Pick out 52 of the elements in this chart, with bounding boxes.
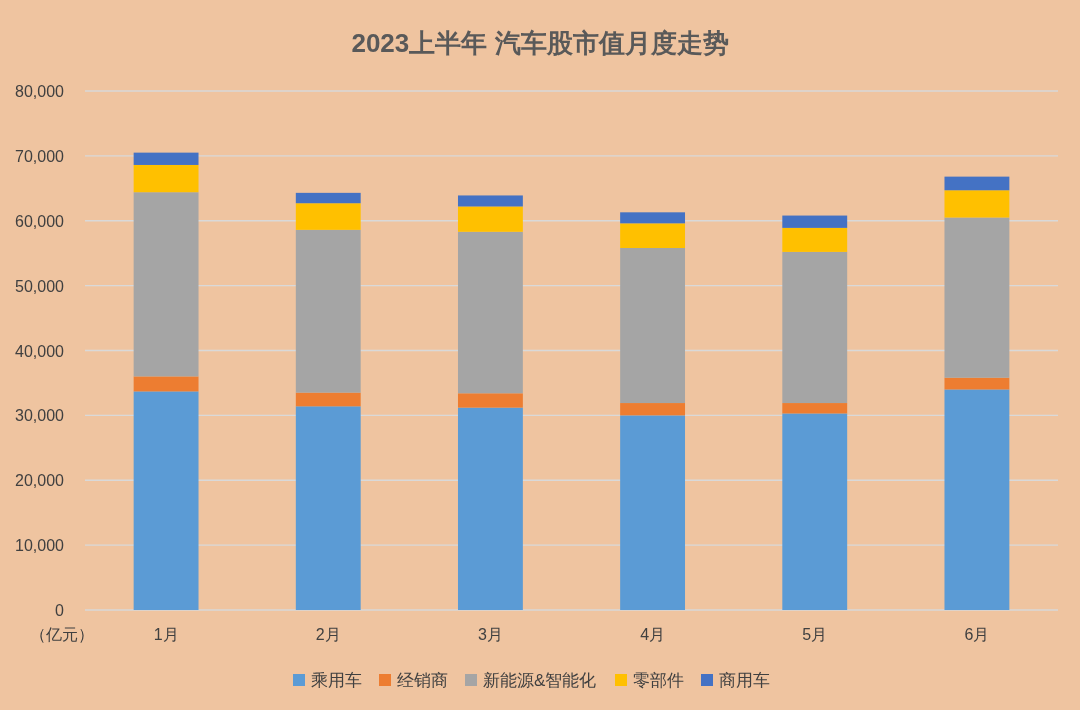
bar bbox=[944, 389, 1010, 610]
bar bbox=[782, 251, 848, 404]
bar bbox=[295, 192, 361, 204]
x-tick-label: 3月 bbox=[477, 626, 503, 643]
y-tick-label: 50,000 bbox=[15, 277, 65, 295]
x-tick-label: 2月 bbox=[315, 626, 341, 643]
legend-label: 商用车 bbox=[719, 671, 770, 690]
bar bbox=[457, 407, 523, 610]
bar bbox=[295, 203, 361, 230]
bar bbox=[133, 391, 199, 610]
bar bbox=[944, 190, 1010, 218]
bar bbox=[944, 217, 1010, 378]
legend-label: 经销商 bbox=[397, 671, 448, 690]
bar bbox=[782, 413, 848, 610]
bar bbox=[620, 403, 686, 416]
bar bbox=[457, 393, 523, 408]
bar bbox=[782, 403, 848, 414]
y-axis-title: （亿元） bbox=[30, 626, 94, 643]
bar bbox=[133, 152, 199, 165]
y-tick-label: 0 bbox=[55, 602, 65, 619]
legend-label: 零部件 bbox=[633, 671, 684, 690]
y-tick-label: 40,000 bbox=[15, 342, 65, 360]
bar bbox=[295, 229, 361, 393]
x-tick-label: 5月 bbox=[802, 626, 828, 643]
y-tick-label: 80,000 bbox=[15, 83, 65, 100]
bar bbox=[133, 376, 199, 392]
bar bbox=[295, 406, 361, 610]
y-tick-label: 70,000 bbox=[15, 147, 65, 165]
chart-title: 2023上半年 汽车股市值月度走势 bbox=[351, 28, 729, 58]
bar bbox=[782, 215, 848, 228]
y-tick-label: 20,000 bbox=[15, 472, 65, 490]
bar bbox=[457, 206, 523, 232]
bar bbox=[620, 212, 686, 224]
bar bbox=[620, 248, 686, 404]
bar bbox=[620, 223, 686, 248]
bar bbox=[133, 164, 199, 193]
x-tick-label: 6月 bbox=[964, 626, 990, 643]
bar bbox=[944, 377, 1010, 390]
x-tick-label: 1月 bbox=[153, 626, 179, 643]
bar bbox=[457, 231, 523, 394]
y-tick-label: 10,000 bbox=[15, 537, 65, 555]
bar bbox=[457, 195, 523, 207]
bar bbox=[295, 392, 361, 407]
y-tick-label: 30,000 bbox=[15, 407, 65, 425]
bar bbox=[133, 192, 199, 377]
legend-label: 乘用车 bbox=[311, 671, 362, 690]
bar bbox=[944, 176, 1010, 191]
bar bbox=[620, 415, 686, 610]
bar bbox=[782, 227, 848, 252]
y-tick-label: 60,000 bbox=[15, 212, 65, 230]
legend-label: 新能源&智能化 bbox=[483, 671, 597, 690]
x-tick-label: 4月 bbox=[640, 626, 666, 643]
